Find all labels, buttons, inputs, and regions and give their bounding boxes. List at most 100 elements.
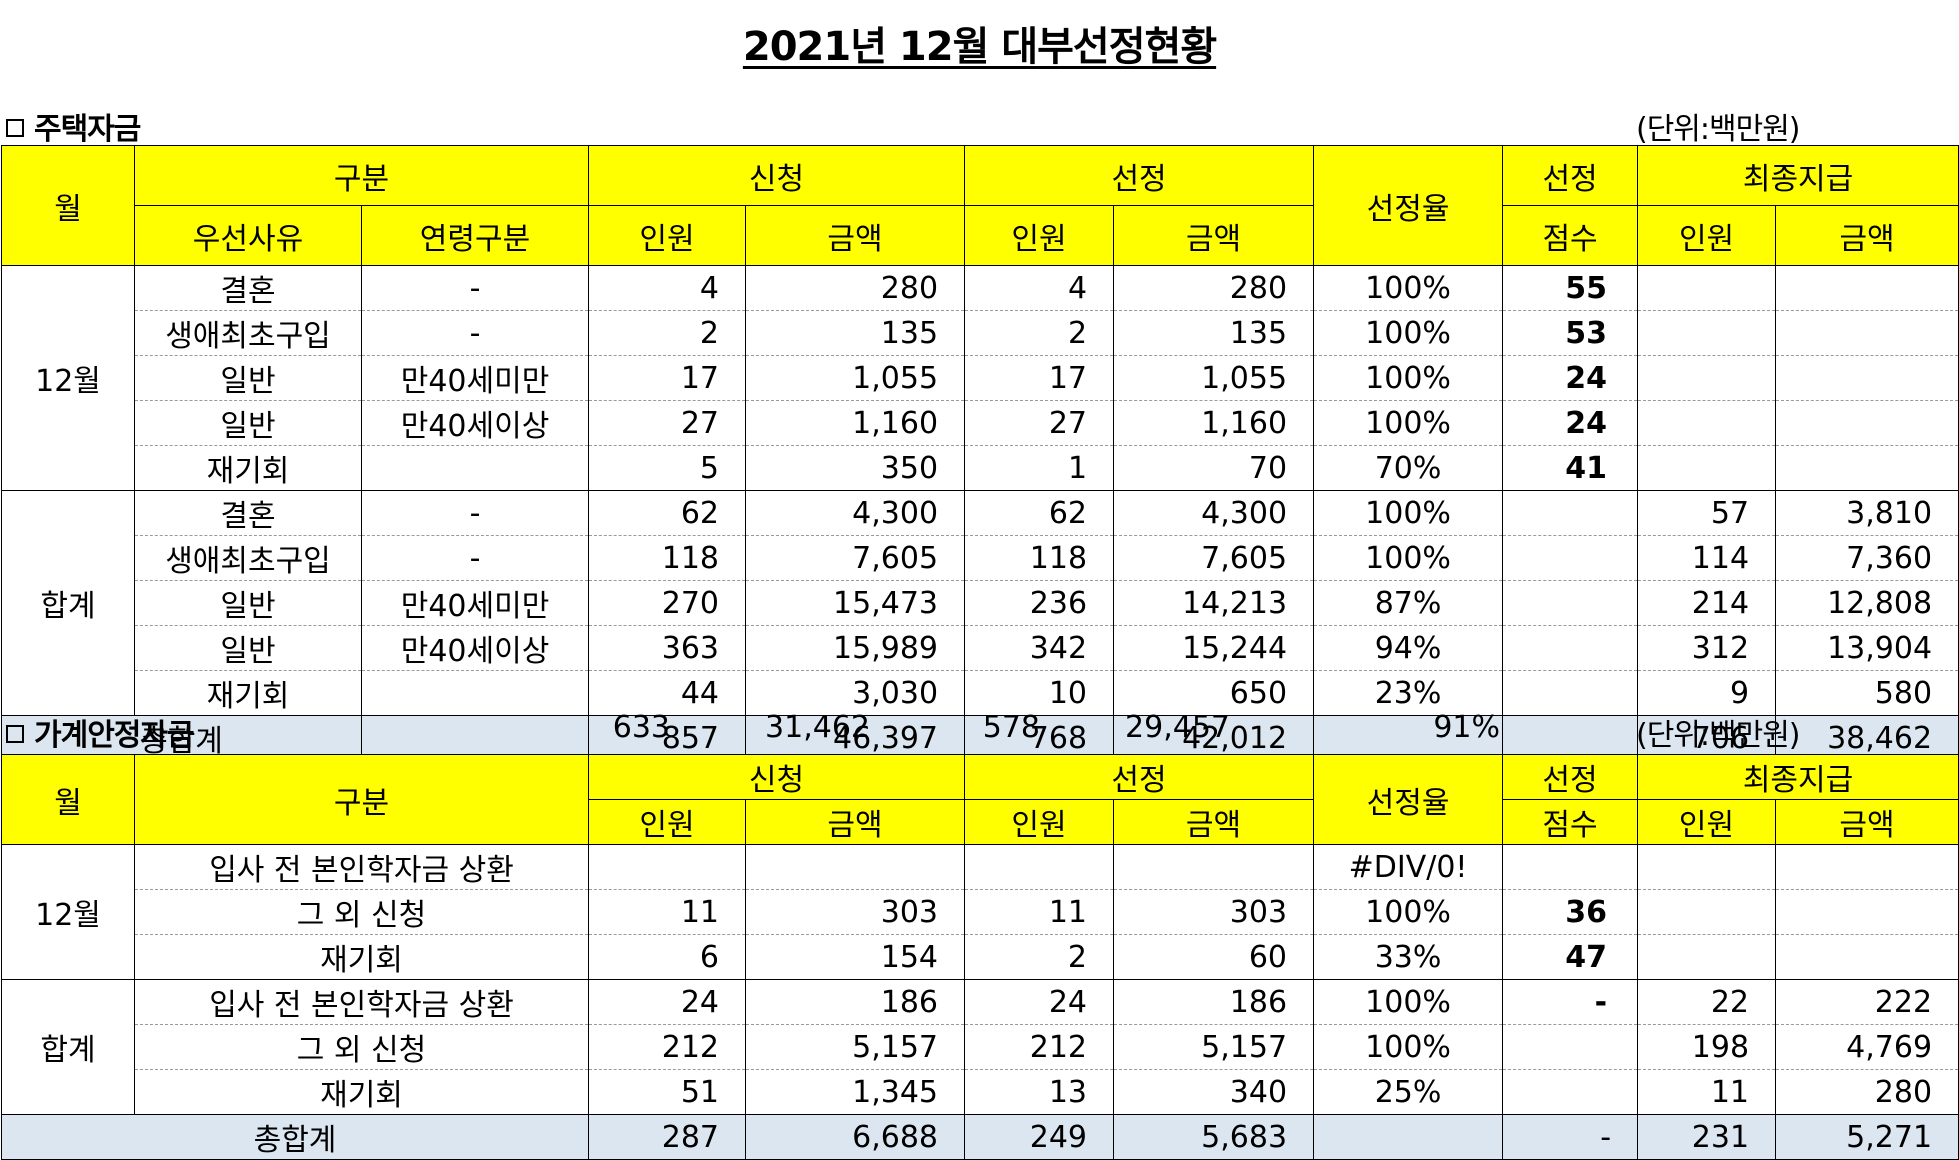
apply-people-cell: 11 — [588, 889, 746, 935]
apply-people-cell — [588, 844, 746, 890]
reason-cell: 입사 전 본인학자금 상환 — [134, 979, 589, 1025]
rate-cell: 100% — [1313, 535, 1504, 581]
score-cell: 36 — [1502, 889, 1639, 935]
score-cell — [1502, 1069, 1639, 1115]
total-apply-people: 857 — [588, 715, 747, 761]
household-table: 월 구분 신청 선정 선정율 선정 최종지급 인원 금액 인원 금액 점수 인원… — [1, 754, 1959, 1160]
final-people-cell — [1637, 889, 1777, 935]
final-people-cell — [1637, 310, 1777, 356]
apply-amount-cell: 303 — [744, 889, 966, 935]
select-amount-cell: 303 — [1113, 889, 1315, 935]
aux-select-people: 578 — [982, 710, 1040, 745]
housing-body: 12월 결혼 -4 280 4 280 100% 55 생애최초구입 -2 135 2 135 100% 5… — [1, 265, 1959, 716]
housing-section-label: 주택자금 — [34, 112, 141, 147]
final-people-cell — [1637, 265, 1777, 311]
table-row: 재기회 5 350 1 70 70% 41 — [2, 445, 1959, 491]
apply-amount-cell: 135 — [745, 310, 966, 356]
table-row: 그 외 신청 11 303 11 303 100% 36 — [2, 889, 1959, 935]
header-final: 최종지급 — [1637, 145, 1959, 206]
reason-cell: 일반 — [134, 355, 362, 401]
select-amount-cell: 650 — [1113, 670, 1315, 716]
reason-cell: 일반 — [134, 580, 362, 626]
reason-cell: 결혼 — [134, 490, 362, 536]
month-cell: 합계 — [1, 490, 135, 716]
select-amount-cell: 5,157 — [1113, 1024, 1315, 1070]
rate-cell: 87% — [1313, 580, 1504, 626]
select-amount-cell: 340 — [1113, 1069, 1315, 1115]
header-apply-people: 인원 — [588, 205, 747, 266]
header-month: 월 — [1, 145, 135, 266]
apply-people-cell: 44 — [588, 670, 747, 716]
apply-people-cell: 27 — [588, 400, 747, 446]
aux-apply-amount: 31,462 — [765, 710, 870, 745]
total-select-amount: 42,012 — [1113, 715, 1315, 761]
hh-total-final-amount: 5,271 — [1775, 1114, 1959, 1160]
month-cell: 합계 — [1, 979, 135, 1115]
table-row: 12월 결혼 -4 280 4 280 100% 55 — [1, 265, 1959, 491]
hh-header-apply: 신청 — [587, 754, 966, 800]
rate-cell: #DIV/0! — [1313, 844, 1504, 890]
header-final-people: 인원 — [1637, 205, 1777, 266]
apply-people-cell: 17 — [588, 355, 747, 401]
final-amount-cell — [1775, 265, 1959, 311]
final-people-cell: 214 — [1637, 580, 1777, 626]
select-people-cell: 62 — [964, 490, 1115, 536]
page-title: 2021년 12월 대부선정현황 — [742, 24, 1217, 70]
age-cell: - — [360, 310, 590, 356]
select-people-cell: 342 — [964, 625, 1115, 671]
select-amount-cell: 135 — [1113, 310, 1315, 356]
final-people-cell: 114 — [1637, 535, 1777, 581]
final-people-cell — [1637, 934, 1777, 980]
hh-header-score-top: 선정 — [1502, 754, 1639, 800]
score-cell: 24 — [1502, 400, 1639, 446]
rate-cell: 100% — [1313, 355, 1504, 401]
age-cell: - — [360, 265, 590, 311]
apply-amount-cell: 15,989 — [745, 625, 966, 671]
total-apply-amount: 46,397 — [745, 715, 966, 761]
household-unit-label: (단위:백만원) — [1636, 718, 1801, 753]
final-amount-cell — [1775, 445, 1959, 491]
table-row: 생애최초구입 -2 135 2 135 100% 53 — [2, 310, 1959, 356]
header-final-amount: 금액 — [1775, 205, 1959, 266]
aux-rate: 91% — [1433, 710, 1500, 745]
final-people-cell: 312 — [1637, 625, 1777, 671]
housing-table: 월 구분 신청 선정 선정율 선정 최종지급 우선사유 연령구분 인원 금액 인… — [1, 145, 1959, 761]
hh-total-select-amount: 5,683 — [1113, 1114, 1315, 1160]
apply-amount-cell: 154 — [744, 934, 966, 980]
select-amount-cell: 4,300 — [1113, 490, 1315, 536]
rate-cell: 100% — [1313, 979, 1504, 1025]
final-amount-cell — [1775, 889, 1959, 935]
hh-total-apply-amount: 6,688 — [744, 1114, 966, 1160]
select-people-cell: 10 — [964, 670, 1115, 716]
total-select-people: 768 — [964, 715, 1115, 761]
reason-cell: 결혼 — [134, 265, 362, 311]
select-amount-cell: 1,160 — [1113, 400, 1315, 446]
table-row: 재기회 6 154 2 60 33% 47 — [2, 934, 1959, 980]
final-people-cell: 11 — [1637, 1069, 1777, 1115]
hh-header-final-people: 인원 — [1637, 799, 1777, 845]
rate-cell: 100% — [1313, 490, 1504, 536]
apply-people-cell: 24 — [588, 979, 746, 1025]
total-rate — [1313, 715, 1504, 761]
score-cell — [1502, 535, 1639, 581]
table-row: 재기회 51 1,345 13 340 25% 11 280 — [2, 1069, 1959, 1115]
hh-header-select-people: 인원 — [964, 799, 1115, 845]
select-amount-cell: 7,605 — [1113, 535, 1315, 581]
hh-header-select-amount: 금액 — [1113, 799, 1315, 845]
hh-header-apply-amount: 금액 — [744, 799, 966, 845]
household-section-title: 가계안정자금 — [6, 710, 195, 754]
apply-people-cell: 212 — [588, 1024, 746, 1070]
score-cell — [1502, 580, 1639, 626]
score-cell: 24 — [1502, 355, 1639, 401]
apply-people-cell: 363 — [588, 625, 747, 671]
reason-cell: 생애최초구입 — [134, 310, 362, 356]
final-amount-cell: 3,810 — [1775, 490, 1959, 536]
header-score-bottom: 점수 — [1502, 205, 1639, 266]
rate-cell: 100% — [1313, 400, 1504, 446]
select-people-cell: 24 — [964, 979, 1115, 1025]
apply-people-cell: 51 — [588, 1069, 746, 1115]
age-cell: 만40세이상 — [360, 400, 590, 446]
table-row: 일반 만40세미만 270 15,473 236 14,213 87% 214 12,808 — [2, 580, 1959, 626]
apply-amount-cell: 3,030 — [745, 670, 966, 716]
rate-cell: 100% — [1313, 265, 1504, 311]
